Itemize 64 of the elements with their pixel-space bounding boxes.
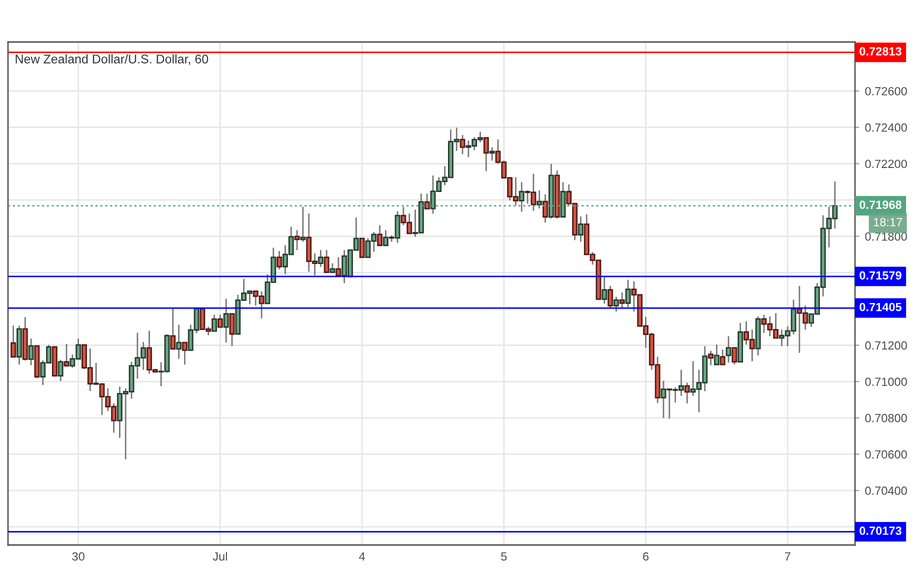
x-tick-label: 30 [72, 552, 84, 561]
candlestick [678, 369, 684, 397]
candlestick [684, 382, 690, 404]
x-tick-label: 6 [643, 552, 649, 561]
candlestick [377, 224, 382, 246]
candlestick [10, 324, 16, 358]
text: New Zealand Dollar/U.S. Dollar, 60 [16, 54, 208, 65]
candlestick [170, 307, 176, 350]
candlestick [58, 359, 64, 382]
ref-line-label: 0.71405 [860, 302, 902, 312]
candlestick [625, 279, 631, 308]
x-tick-label: 4 [359, 552, 365, 560]
candlestick [424, 192, 430, 210]
candlestick [614, 296, 619, 312]
candlestick [324, 249, 330, 273]
candlestick [176, 324, 182, 360]
y-tick-label: 0.72200 [865, 160, 907, 168]
candlestick [460, 134, 466, 155]
ref-line-label: 0.71968 [860, 200, 902, 209]
y-tick-label: 0.72600 [865, 87, 907, 96]
candlestick [217, 314, 223, 328]
candlestick [602, 276, 608, 304]
candlestick [212, 314, 217, 332]
y-tick-label: 0.70800 [865, 414, 907, 422]
candlestick [732, 347, 738, 366]
candlestick [318, 249, 324, 268]
candlestick [182, 342, 188, 366]
ref-line-label: 0.70173 [860, 526, 902, 535]
candlestick [483, 137, 489, 172]
candlestick [276, 250, 282, 270]
candlestick [619, 292, 625, 309]
candlestick [714, 344, 720, 366]
candlestick [382, 229, 388, 246]
y-tick-label: 0.70400 [865, 486, 907, 495]
candlestick [518, 181, 524, 212]
candlestick [64, 343, 70, 368]
candlestick [28, 338, 34, 366]
y-tick-label: 0.71800 [865, 232, 907, 241]
y-tick-label: 0.70600 [865, 450, 907, 459]
candlestick [394, 210, 400, 244]
candlestick [489, 146, 495, 162]
candlestick [229, 313, 235, 347]
candlestick [578, 216, 584, 242]
x-tick-label: 7 [784, 552, 790, 560]
candlestick [542, 194, 548, 224]
candlestick [608, 285, 614, 309]
candlestick [720, 348, 726, 366]
y-tick-label: 0.71000 [865, 378, 907, 386]
candlestick [726, 335, 732, 364]
candlestick [660, 380, 666, 419]
candlestick [708, 350, 714, 366]
candlestick [294, 229, 300, 251]
candlestick [223, 298, 229, 344]
candlestick [359, 238, 365, 258]
candlestick [536, 190, 542, 210]
y-tick-label: 0.71200 [865, 341, 907, 350]
x-tick-label: 5 [501, 552, 507, 561]
text: 18:17 [874, 218, 902, 226]
ref-line-label: 0.72813 [860, 47, 902, 56]
candlestick [336, 256, 342, 276]
candlestick [300, 206, 306, 242]
y-tick-label: 0.72400 [865, 123, 907, 132]
ref-line-label: 0.71579 [860, 271, 902, 280]
x-tick-label: Jul [212, 552, 227, 561]
